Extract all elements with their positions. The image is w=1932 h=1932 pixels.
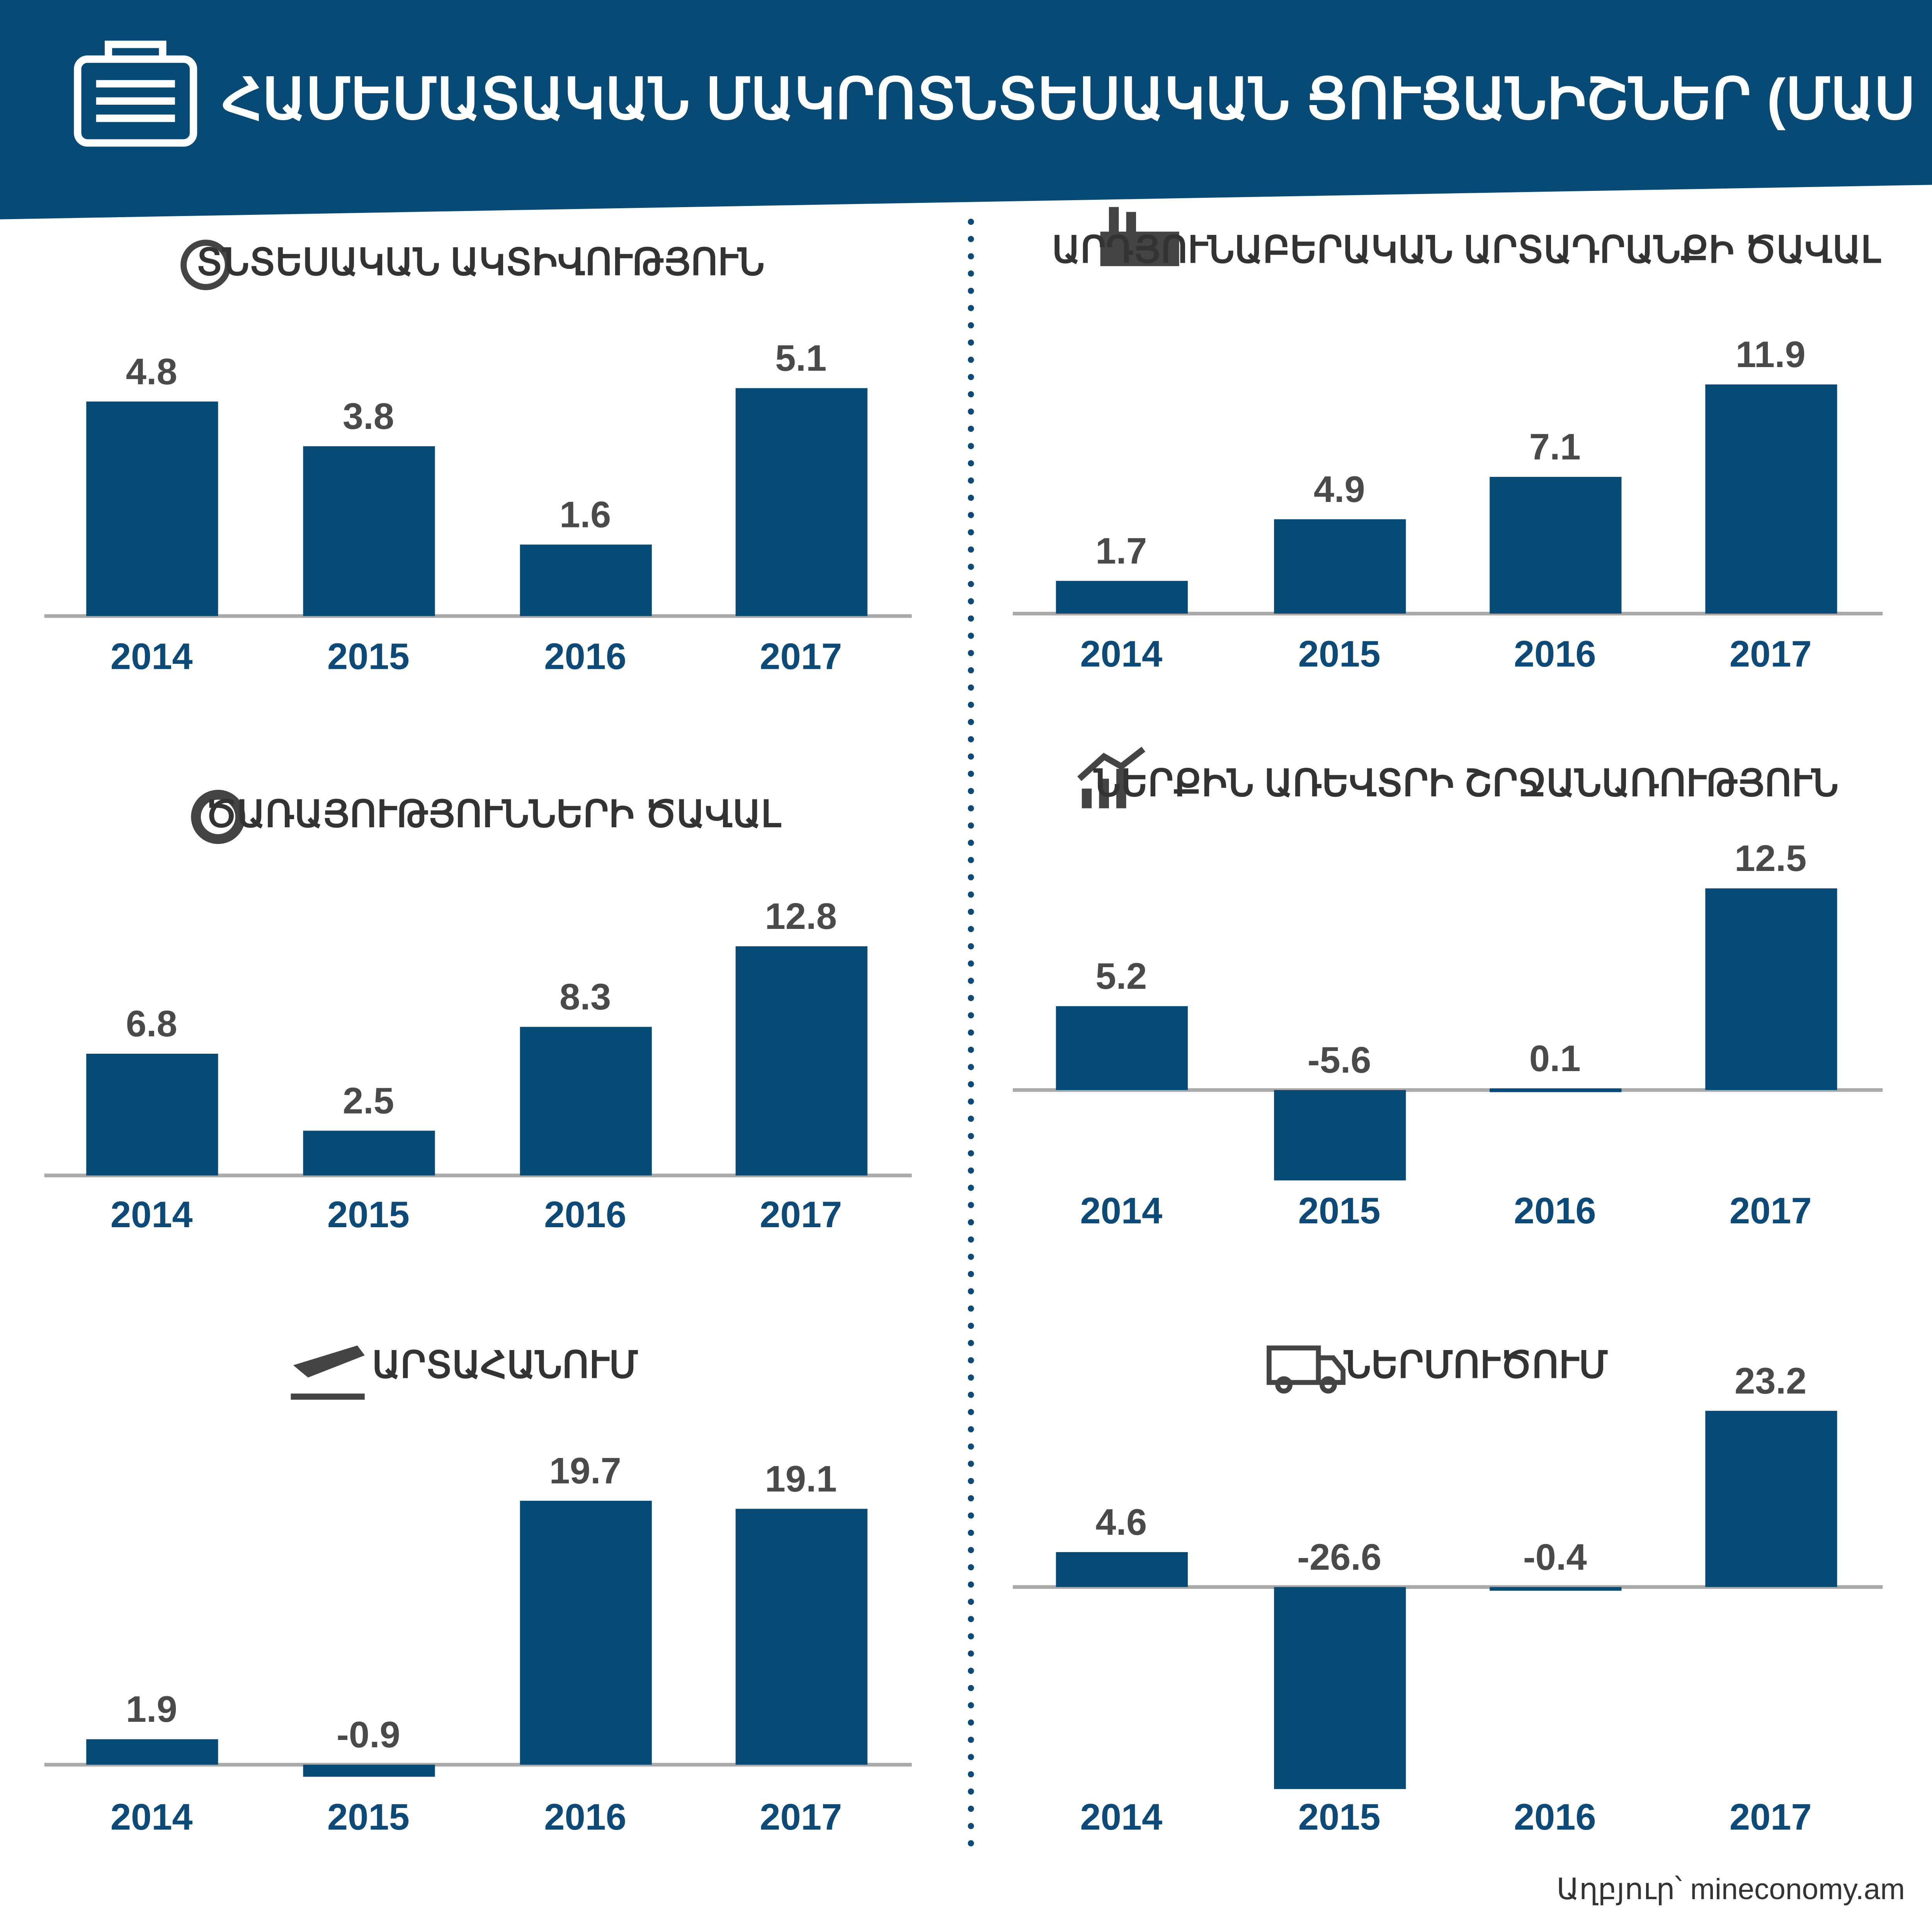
bar xyxy=(86,401,218,616)
x-tick-label: 2014 xyxy=(111,636,193,677)
plane-icon xyxy=(291,1345,365,1400)
bar xyxy=(520,544,652,616)
bar xyxy=(1056,1006,1188,1090)
value-label: 2.5 xyxy=(343,1080,394,1121)
bar xyxy=(1274,1587,1406,1789)
value-label: 1.6 xyxy=(560,494,611,535)
page-title: ՀԱՄԵՄԱՏԱԿԱՆ ՄԱԿՐՈՏՆՏԵՍԱԿԱՆ ՑՈՒՑԱՆԻՇՆԵՐ (… xyxy=(222,68,1932,131)
bar xyxy=(1056,1552,1188,1587)
x-tick-label: 2014 xyxy=(111,1796,193,1838)
bar xyxy=(520,1500,652,1765)
value-label: 12.8 xyxy=(765,896,837,937)
briefcase-icon xyxy=(74,41,197,147)
truck-icon xyxy=(1267,1345,1346,1394)
x-tick-label: 2015 xyxy=(1298,1796,1381,1838)
bar xyxy=(86,1054,218,1176)
value-label: 4.6 xyxy=(1095,1502,1147,1543)
x-tick-label: 2015 xyxy=(327,1796,410,1838)
value-label: 23.2 xyxy=(1735,1360,1806,1401)
bar xyxy=(303,1131,435,1176)
x-tick-label: 2014 xyxy=(111,1194,193,1235)
x-tick-label: 2015 xyxy=(1298,1190,1381,1231)
x-tick-label: 2016 xyxy=(544,1194,626,1235)
chart-title: ԾԱՌԱՅՈՒԹՅՈՒՆՆԵՐԻ ԾԱՎԱԼ xyxy=(205,793,782,835)
bar xyxy=(1274,519,1406,614)
source-note: Աղբյուր՝ mineconomy.am xyxy=(1556,1873,1905,1906)
value-label: 19.1 xyxy=(765,1458,837,1500)
x-tick-label: 2017 xyxy=(760,1796,842,1838)
header-band xyxy=(0,0,1932,219)
x-tick-label: 2016 xyxy=(544,1796,626,1838)
x-tick-label: 2017 xyxy=(1730,633,1812,675)
x-tick-label: 2016 xyxy=(544,636,626,677)
x-tick-label: 2016 xyxy=(1514,1796,1596,1838)
value-label: 1.9 xyxy=(126,1689,177,1730)
value-label: 7.1 xyxy=(1529,426,1581,468)
chart-title: ՆԵՐՔԻՆ ԱՌԵՎՏՐԻ ՇՐՋԱՆԱՌՈՒԹՅՈՒՆ xyxy=(1093,763,1838,804)
chart-title: ՆԵՐՄՈՒԾՈՒՄ xyxy=(1344,1344,1608,1386)
bar xyxy=(735,946,867,1176)
bar xyxy=(86,1739,218,1765)
bar xyxy=(1056,581,1188,614)
bar xyxy=(735,1509,867,1765)
x-tick-label: 2015 xyxy=(1298,633,1381,675)
x-tick-label: 2017 xyxy=(1730,1796,1812,1838)
bar xyxy=(735,388,867,616)
value-label: 4.9 xyxy=(1314,469,1365,510)
value-label: 8.3 xyxy=(560,976,611,1018)
value-label: -0.9 xyxy=(337,1714,400,1755)
value-label: -26.6 xyxy=(1297,1536,1381,1578)
value-label: 12.5 xyxy=(1735,838,1806,879)
bar xyxy=(303,446,435,616)
bar xyxy=(1490,1088,1622,1092)
bar xyxy=(1705,1411,1837,1587)
bar xyxy=(1705,888,1837,1090)
gear-icon xyxy=(191,790,245,844)
value-label: 4.8 xyxy=(126,351,177,392)
value-label: 6.8 xyxy=(126,1003,177,1044)
x-tick-label: 2014 xyxy=(1080,1796,1162,1838)
chart-title: ՏՆՏԵՍԱԿԱՆ ԱԿՏԻՎՈՒԹՅՈՒՆ xyxy=(196,242,765,283)
x-tick-label: 2016 xyxy=(1514,633,1596,675)
chart-title: ԱՐԴՅՈՒՆԱԲԵՐԱԿԱՆ ԱՐՏԱԴՐԱՆՔԻ ԾԱՎԱԼ xyxy=(1052,229,1881,270)
x-tick-label: 2015 xyxy=(327,636,410,677)
dollar-icon xyxy=(180,240,231,290)
x-tick-label: 2017 xyxy=(1730,1190,1812,1231)
bar xyxy=(1274,1090,1406,1180)
x-tick-label: 2017 xyxy=(760,636,842,677)
x-tick-label: 2016 xyxy=(1514,1190,1596,1231)
factory-icon xyxy=(1100,207,1179,266)
value-label: 0.1 xyxy=(1529,1038,1581,1079)
bar xyxy=(1705,384,1837,614)
x-tick-label: 2015 xyxy=(327,1194,410,1235)
x-tick-label: 2014 xyxy=(1080,1190,1162,1231)
bar xyxy=(1490,1587,1622,1591)
bar xyxy=(1490,477,1622,614)
x-tick-label: 2017 xyxy=(760,1194,842,1235)
value-label: 3.8 xyxy=(343,396,394,437)
bar xyxy=(520,1027,652,1176)
value-label: 1.7 xyxy=(1095,530,1147,571)
value-label: 19.7 xyxy=(549,1450,621,1492)
trend-icon xyxy=(1077,747,1146,808)
chart-title: ԱՐՏԱՀԱՆՈՒՄ xyxy=(372,1344,638,1386)
value-label: -0.4 xyxy=(1523,1536,1587,1578)
value-label: 5.1 xyxy=(775,338,827,379)
value-label: -5.6 xyxy=(1308,1039,1371,1081)
bar xyxy=(303,1765,435,1777)
x-tick-label: 2014 xyxy=(1080,633,1162,675)
value-label: 11.9 xyxy=(1736,334,1806,375)
value-label: 5.2 xyxy=(1095,956,1147,997)
